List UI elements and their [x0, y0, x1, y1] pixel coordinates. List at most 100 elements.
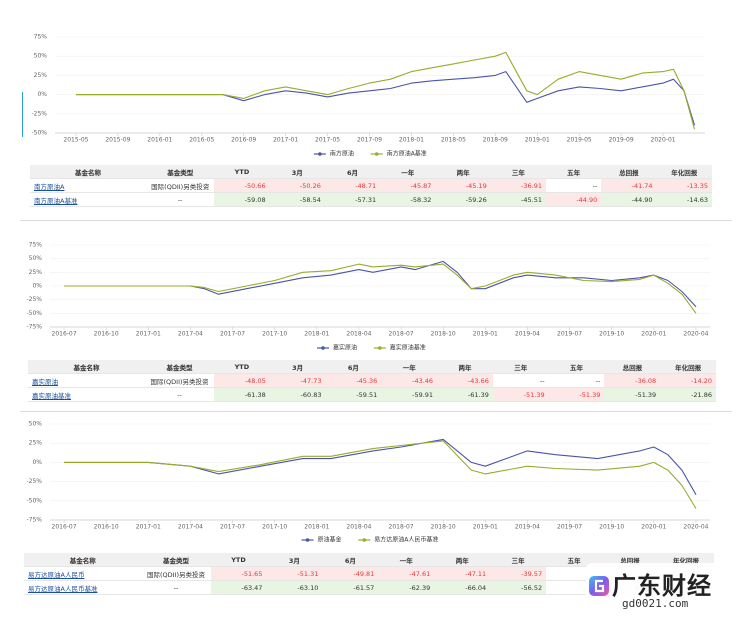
- watermark-title: 广东财经: [612, 572, 712, 600]
- fund-name[interactable]: 嘉实原油基准: [28, 387, 146, 402]
- return-cell: -45.51: [490, 192, 546, 207]
- return-cell: --: [548, 373, 605, 388]
- column-header: 基金类型: [146, 165, 215, 179]
- fund-row: 嘉实原油 国际(QDII)另类投资 -48.05 -47.73 -45.36 -43.46…: [28, 373, 716, 388]
- fund-name[interactable]: 南方原油A基准: [30, 192, 147, 207]
- y-tick-label: 0%: [32, 459, 42, 466]
- column-header: 三年: [490, 165, 546, 179]
- column-header: 总回报: [604, 360, 661, 374]
- y-tick-label: -75%: [26, 517, 42, 524]
- return-cell: -63.10: [266, 580, 323, 595]
- legend-label: 嘉实原油基准: [390, 344, 426, 352]
- return-cell: --: [492, 373, 549, 388]
- x-tick-label: 2018-10: [431, 524, 456, 531]
- y-tick-label: 75%: [34, 34, 48, 41]
- fund-type: --: [145, 387, 214, 402]
- x-tick-label: 2017-07: [220, 331, 245, 338]
- column-header: 6月: [325, 360, 382, 374]
- fund-type: 国际(QDII)另类投资: [141, 566, 211, 581]
- column-header: 基金名称: [28, 360, 146, 374]
- x-tick-label: 2019-04: [515, 524, 540, 531]
- column-header: 年化回报: [656, 165, 712, 179]
- x-tick-label: 2016-05: [189, 137, 214, 144]
- x-tick-label: 2016-10: [94, 331, 119, 338]
- column-header: 三年: [492, 360, 549, 374]
- column-header: 总回报: [601, 165, 657, 179]
- x-tick-label: 2019-01: [525, 137, 550, 144]
- x-tick-label: 2015-09: [105, 137, 130, 144]
- return-cell: -13.35: [656, 178, 712, 193]
- series-line: [76, 71, 696, 126]
- x-tick-label: 2019-07: [557, 331, 582, 338]
- y-tick-label: 50%: [29, 421, 43, 428]
- series-line: [64, 263, 697, 314]
- header-row: 基金名称 基金类型 YTD 3月 6月 一年 两年 三年 五年 总回报 年化回报: [28, 360, 716, 374]
- legend-dot: [321, 346, 325, 350]
- x-tick-label: 2017-01: [136, 331, 161, 338]
- return-cell: -61.38: [213, 387, 270, 402]
- y-tick-label: -50%: [26, 497, 42, 504]
- x-tick-label: 2016-01: [147, 137, 172, 144]
- x-tick-label: 2020-01: [651, 137, 676, 144]
- chart: 50% 25% 0% -25% -50% -75% 2016-07 2016-10 2017-0…: [26, 421, 710, 544]
- side-rule: [22, 92, 23, 137]
- series-line: [64, 438, 697, 495]
- legend-label: 原油基金: [318, 536, 342, 544]
- column-header: 一年: [380, 165, 436, 179]
- return-cell: -48.05: [213, 373, 270, 388]
- legend-label: 南方原油: [330, 150, 354, 158]
- return-cell: -44.90: [601, 192, 657, 207]
- column-header: 3月: [266, 553, 323, 567]
- x-tick-label: 2018-04: [346, 524, 371, 531]
- column-header: 一年: [381, 360, 438, 374]
- fund-name[interactable]: 嘉实原油: [28, 373, 146, 388]
- y-tick-label: 0%: [37, 91, 47, 98]
- column-header: 3月: [269, 360, 326, 374]
- x-tick-label: 2018-04: [346, 331, 371, 338]
- legend-dot: [374, 152, 379, 156]
- column-header: 基金名称: [24, 553, 142, 567]
- x-tick-label: 2019-10: [599, 524, 624, 531]
- y-tick-label: -25%: [26, 478, 42, 485]
- fund-type: --: [146, 192, 215, 207]
- x-tick-label: 2016-10: [94, 524, 119, 531]
- return-cell: -41.74: [601, 178, 657, 193]
- column-header: 基金类型: [141, 553, 211, 567]
- series-line: [76, 51, 696, 130]
- x-tick-label: 2018-07: [389, 331, 414, 338]
- return-cell: -60.83: [269, 387, 326, 402]
- x-tick-label: 2016-07: [52, 524, 77, 531]
- fund-name[interactable]: 南方原油A: [30, 178, 147, 193]
- column-header: 6月: [324, 165, 381, 179]
- legend-dot: [378, 346, 382, 350]
- x-tick-label: 2018-09: [483, 137, 508, 144]
- return-cell: -48.71: [324, 178, 381, 193]
- fund-name[interactable]: 易方达原油A人民币: [24, 566, 142, 581]
- return-cell: -47.11: [434, 566, 491, 581]
- return-table: 基金名称 基金类型 YTD 3月 6月 一年 两年 三年 五年 总回报 年化回报 嘉实原油 国际(QDI…: [28, 360, 716, 402]
- return-cell: -43.46: [381, 373, 438, 388]
- y-tick-label: 0%: [32, 283, 42, 290]
- x-tick-label: 2019-07: [557, 524, 582, 531]
- x-tick-label: 2019-09: [609, 137, 634, 144]
- x-tick-label: 2019-04: [515, 331, 540, 338]
- return-cell: -39.57: [490, 566, 547, 581]
- return-cell: -56.52: [490, 580, 547, 595]
- x-tick-label: 2018-01: [304, 524, 329, 531]
- column-header: 五年: [548, 360, 605, 374]
- return-cell: -44.90: [546, 192, 602, 207]
- x-tick-label: 2016-09: [231, 137, 256, 144]
- x-tick-label: 2015-05: [63, 137, 88, 144]
- fund-row: 南方原油A基准 -- -59.08 -58.54 -57.31 -58.32 -59.26-…: [30, 192, 712, 207]
- series-line: [64, 260, 697, 308]
- return-cell: -45.19: [435, 178, 491, 193]
- x-tick-label: 2017-01: [273, 137, 298, 144]
- x-tick-label: 2020-04: [683, 331, 708, 338]
- y-tick-label: 25%: [29, 269, 43, 276]
- x-tick-label: 2017-04: [178, 524, 203, 531]
- y-tick-label: 25%: [29, 440, 43, 447]
- fund-name[interactable]: 易方达原油A人民币基准: [24, 580, 142, 595]
- header-row: 基金名称 基金类型 YTD 3月 6月 一年 两年 三年 五年 总回报 年化回报: [30, 165, 712, 179]
- x-tick-label: 2017-04: [178, 331, 203, 338]
